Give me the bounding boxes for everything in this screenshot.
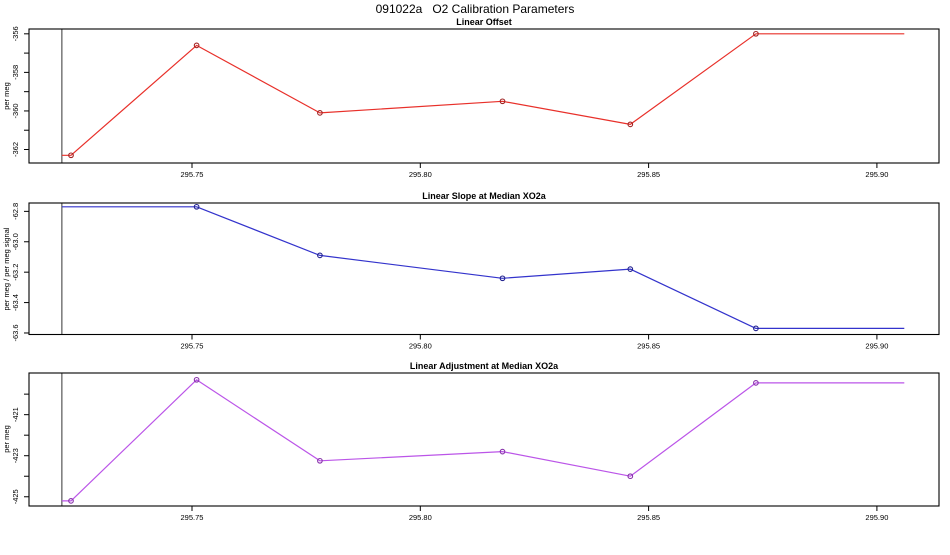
x-axis-tick-label: 295.80 [409, 170, 432, 179]
x-axis-tick-label: 295.85 [637, 170, 660, 179]
data-point-marker [753, 30, 759, 37]
y-axis-tick-label: -63.0 [11, 233, 20, 250]
x-axis-tick-label: 295.90 [865, 170, 888, 179]
x-axis-tick-label: 295.75 [181, 342, 204, 351]
x-axis-tick-label: 295.85 [637, 342, 660, 351]
data-point-marker [317, 457, 323, 464]
data-line-linear-offset [61, 33, 905, 156]
y-axis-label-slope: per meg / per meg signal [2, 227, 11, 310]
y-axis-label-adjustment: per meg [2, 425, 11, 453]
y-axis-tick-label: -360 [11, 103, 20, 118]
data-point-marker [499, 448, 506, 455]
x-axis-tick-label: 295.80 [409, 342, 432, 351]
data-line-linear-slope [61, 206, 905, 329]
data-point-marker [499, 275, 506, 282]
y-axis-tick-label: -356 [11, 26, 20, 41]
data-point-marker [193, 42, 200, 49]
panel-linear-slope: 295.75 295.80 295.85 295.90 -62.8 -63.0 -63.2 -… [11, 202, 940, 351]
panel-linear-offset: 295.75 295.80 295.85 295.90 -356 -358 -360 -362 [11, 26, 940, 179]
panel-title-linear-slope: Linear Slope at Median XO2a [422, 191, 547, 201]
data-point-marker [317, 110, 323, 116]
panel-title-linear-offset: Linear Offset [456, 17, 512, 27]
plot-border [28, 202, 940, 336]
x-axis-tick-label: 295.90 [865, 342, 888, 351]
x-axis-tick-label: 295.90 [865, 513, 888, 522]
panel-title-linear-adjustment: Linear Adjustment at Median XO2a [410, 361, 559, 371]
data-point-marker [627, 121, 634, 128]
data-point-marker [499, 98, 506, 105]
x-axis-tick-label: 295.75 [181, 170, 204, 179]
data-point-marker [627, 266, 634, 272]
y-axis-label-offset: per meg [2, 82, 11, 110]
y-axis-tick-label: -62.8 [11, 203, 20, 220]
panel-linear-adjustment: 295.75 295.80 295.85 295.90 -421 -423 -425 [11, 372, 940, 522]
y-axis-tick-label: -423 [11, 448, 20, 463]
y-axis-tick-label: -358 [11, 65, 20, 80]
data-point-marker [627, 473, 634, 480]
data-point-marker [753, 380, 759, 386]
y-axis-tick-label: -362 [11, 142, 20, 157]
data-point-marker [68, 152, 74, 159]
x-axis-tick-label: 295.80 [409, 513, 432, 522]
y-axis-tick-label: -63.4 [11, 294, 20, 311]
y-axis-tick-label: -421 [11, 407, 20, 422]
data-point-marker [68, 498, 74, 504]
plot-border [28, 28, 940, 164]
data-point-marker [193, 376, 200, 383]
x-axis-tick-label: 295.85 [637, 513, 660, 522]
data-point-marker [193, 203, 200, 210]
data-point-marker [753, 325, 759, 332]
data-line-linear-adjustment [61, 379, 905, 502]
x-axis-tick-label: 295.75 [181, 513, 204, 522]
panels-group: 295.75 295.80 295.85 295.90 -356 -358 -360 -362… [11, 26, 940, 522]
figure-title: 091022a O2 Calibration Parameters [376, 2, 575, 16]
plot-border [28, 372, 940, 507]
y-axis-tick-label: -63.2 [11, 264, 20, 281]
data-point-marker [317, 252, 323, 259]
y-axis-tick-label: -425 [11, 489, 20, 504]
y-axis-tick-label: -63.6 [11, 324, 20, 341]
